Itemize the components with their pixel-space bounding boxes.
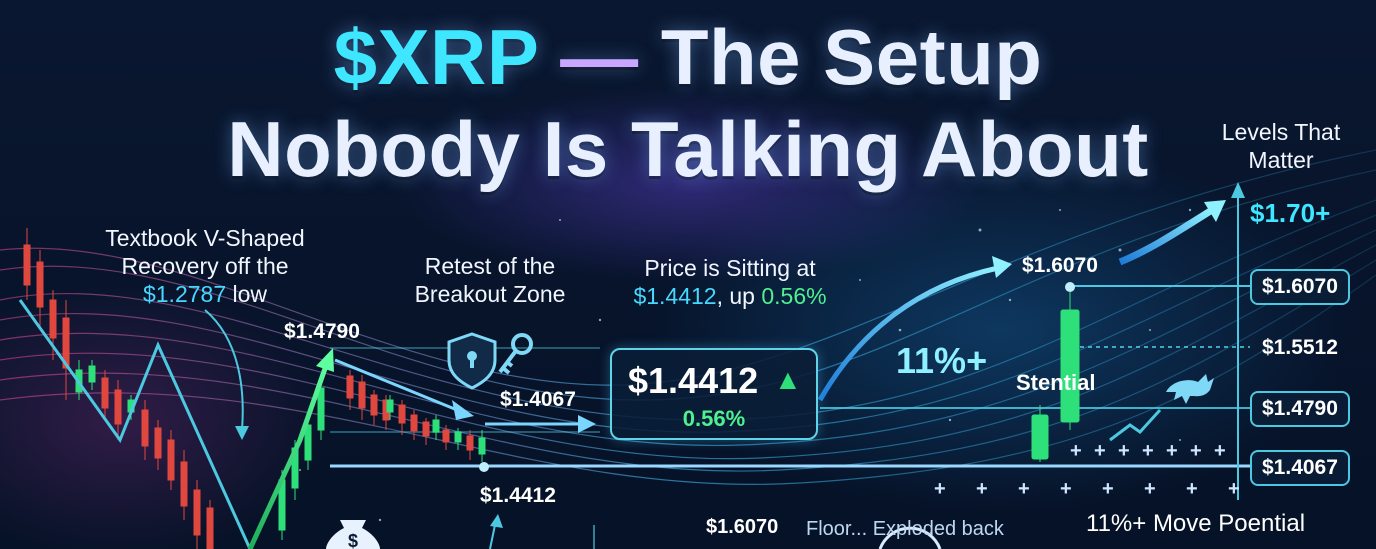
levels-title-line-1: Levels That <box>1221 119 1341 145</box>
card-change: 0.56% <box>682 406 746 431</box>
to-card-arrowhead <box>578 415 596 433</box>
peak-dot <box>1065 282 1075 292</box>
retest-line-2: Breakout Zone <box>414 281 566 307</box>
potential-percent: 11%+ <box>896 340 988 381</box>
price-sitting-note: Price is Sitting at $1.4412, up 0.56% <box>600 254 860 310</box>
levels-title-line-2: Matter <box>1248 147 1314 173</box>
plus-mark: + <box>1118 440 1130 462</box>
peak-price-label: $1.4790 <box>284 320 360 343</box>
potential-arc <box>817 265 999 402</box>
bear-candles <box>23 228 474 549</box>
shield-lock-icon <box>447 332 497 390</box>
plus-mark: + <box>1094 440 1106 462</box>
recovery-arrowhead <box>316 348 334 372</box>
move-potential-label: 11%+ Move Poential <box>1086 510 1306 537</box>
v-recovery-line-3: $1.2787 low <box>70 280 340 308</box>
recovery-line <box>247 359 331 549</box>
plus-mark: + <box>976 478 988 500</box>
headline-part: The Setup <box>660 13 1043 101</box>
bull-trend <box>1109 408 1162 442</box>
plus-mark: + <box>1186 478 1198 500</box>
plus-mark: + <box>1214 440 1226 462</box>
levels-axis-arrow <box>1231 182 1245 198</box>
bull-candles <box>75 292 1080 540</box>
v-recovery-note: Textbook V-Shaped Recovery off the $1.27… <box>70 224 340 308</box>
v-recovery-line-1: Textbook V-Shaped <box>105 225 305 251</box>
level-2: $1.5512 <box>1262 336 1338 359</box>
plus-mark: + <box>1060 478 1072 500</box>
plus-mark: + <box>1102 478 1114 500</box>
retest-arrowhead <box>452 400 474 420</box>
plus-mark: + <box>1070 440 1082 462</box>
retest-line <box>334 358 463 414</box>
v-trend-line <box>18 299 252 549</box>
plus-mark: + <box>1228 478 1240 500</box>
levels-title: Levels That Matter <box>1196 118 1366 174</box>
bottom-price-label: $1.6070 <box>706 516 779 538</box>
key-icon <box>498 333 533 375</box>
v-recovery-suffix: low <box>232 281 268 307</box>
v-recovery-low-price: $1.2787 <box>142 281 227 307</box>
potential-word: Stential <box>1016 370 1096 395</box>
up-arrow-icon: ▲ <box>774 364 802 395</box>
sitting-pct: 0.56% <box>761 283 827 309</box>
target-arc <box>1118 207 1214 266</box>
price-card: $1.4412 ▲ 0.56% <box>610 348 818 440</box>
headline-line-2: Nobody Is Talking About <box>227 105 1149 193</box>
bull-icon <box>1166 374 1214 404</box>
plus-mark: + <box>1166 440 1178 462</box>
sitting-line-1: Price is Sitting at <box>644 255 816 281</box>
sitting-price: $1.4412 <box>633 283 717 309</box>
plus-mark: + <box>1190 440 1202 462</box>
target-arc-head <box>1204 200 1226 222</box>
plus-mark: + <box>1144 478 1156 500</box>
level-3: $1.4790 <box>1250 391 1350 427</box>
current-price-label: $1.4412 <box>480 484 556 507</box>
level-1: $1.6070 <box>1250 269 1350 305</box>
retest-note: Retest of the Breakout Zone <box>380 252 600 308</box>
wave-lines <box>0 149 1376 486</box>
stars <box>299 208 1192 522</box>
floor-note: Floor... Exploded back <box>806 518 1004 540</box>
v-note-pointer-head <box>235 426 249 440</box>
headline-line-1: $XRP — The Setup <box>0 18 1376 96</box>
retest-price-label: $1.4067 <box>500 388 576 411</box>
top-target-label: $1.70+ <box>1250 198 1331 228</box>
money-bag-icon: $ <box>326 520 380 549</box>
target-price-label: $1.6070 <box>1022 254 1098 277</box>
retest-dot <box>479 462 489 472</box>
ticker: $XRP <box>333 13 538 101</box>
retest-line-1: Retest of the <box>424 253 556 279</box>
card-price: $1.4412 <box>628 360 759 401</box>
level-4: $1.4067 <box>1250 450 1350 486</box>
sitting-mid: , up <box>716 283 755 309</box>
v-recovery-line-2: Recovery off the <box>121 253 289 279</box>
potential-arc-head <box>992 256 1012 278</box>
plus-mark: + <box>1018 478 1030 500</box>
plus-mark: + <box>934 478 946 500</box>
sitting-line-2: $1.4412, up 0.56% <box>600 282 860 310</box>
title-dash: — <box>560 13 639 101</box>
v-note-pointer <box>204 309 244 431</box>
plus-mark: + <box>1142 440 1154 462</box>
bottom-circle-icon <box>878 526 942 549</box>
svg-text:$: $ <box>348 531 358 549</box>
bottom-pointer-head <box>490 514 503 528</box>
